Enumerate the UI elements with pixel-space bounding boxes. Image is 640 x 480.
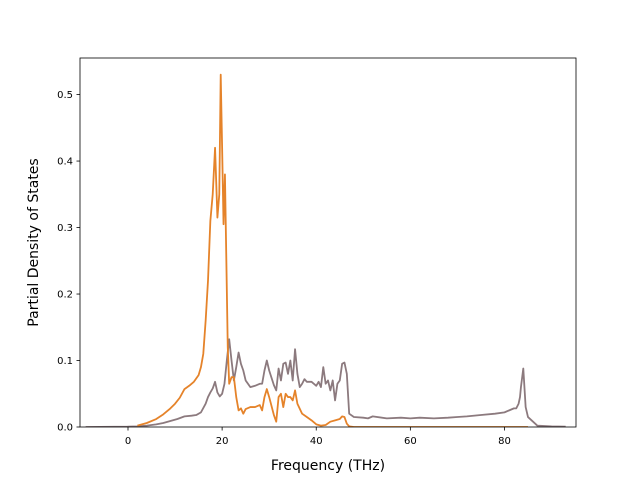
- x-tick-label: 40: [310, 436, 323, 447]
- series-line-2: [137, 73, 528, 427]
- y-tick-label: 0.0: [57, 423, 73, 434]
- axes-frame: [79, 57, 577, 428]
- x-tick-label: 20: [216, 436, 229, 447]
- y-axis-label: Partial Density of States: [26, 158, 42, 326]
- y-tick-label: 0.3: [57, 223, 73, 234]
- x-tick-label: 60: [404, 436, 417, 447]
- y-tick-label: 0.4: [57, 157, 73, 168]
- series-line-1: [85, 338, 566, 427]
- y-tick-label: 0.1: [57, 356, 73, 367]
- y-axis: 0.0 0.1 0.2 0.3 0.4 0.5: [57, 90, 80, 434]
- series-layer: [85, 73, 566, 427]
- x-axis-label: Frequency (THz): [271, 458, 385, 474]
- x-axis: 0 20 40 60 80: [125, 427, 511, 447]
- plot-area: [85, 73, 566, 427]
- x-tick-label: 80: [498, 436, 511, 447]
- x-tick-label: 0: [125, 436, 131, 447]
- y-tick-label: 0.5: [57, 90, 73, 101]
- y-tick-label: 0.2: [57, 290, 73, 301]
